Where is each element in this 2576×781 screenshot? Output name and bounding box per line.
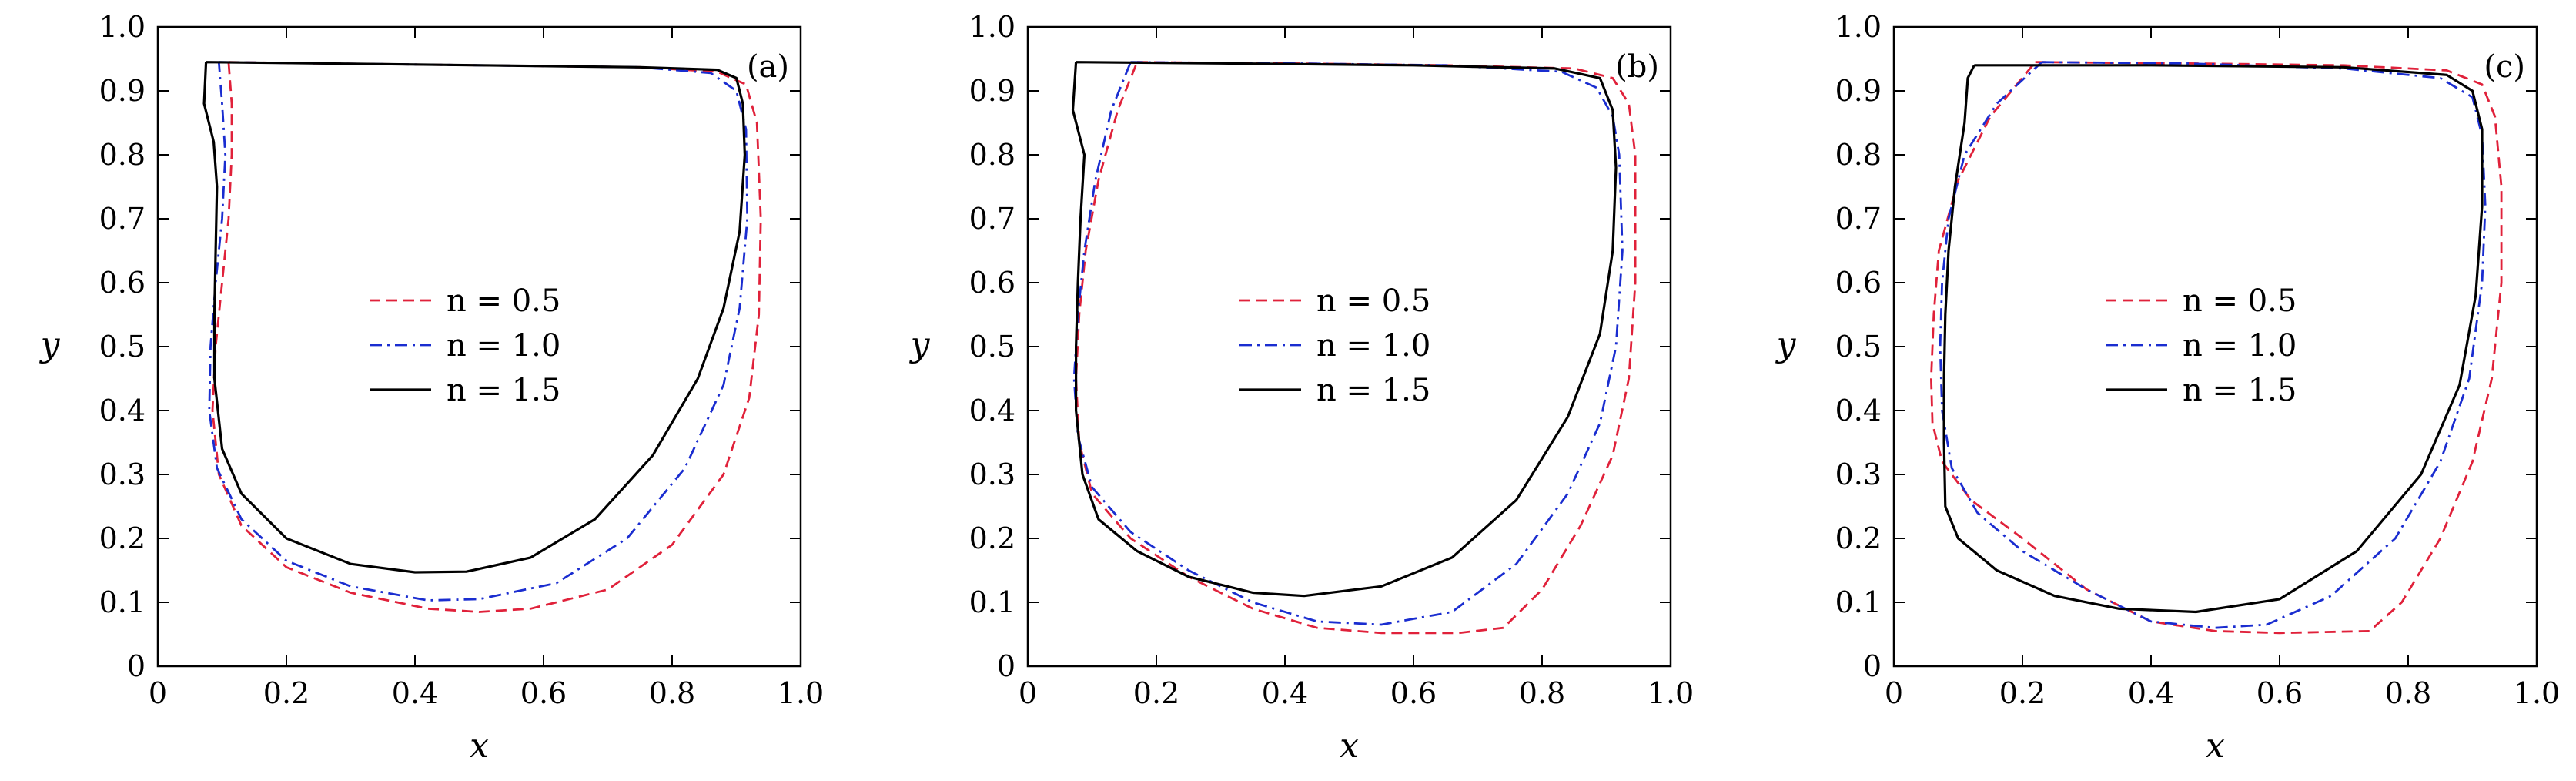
panel-label: (a)	[747, 49, 789, 85]
y-tick-label: 0.1	[99, 585, 146, 619]
y-tick-label: 0.2	[969, 521, 1015, 555]
panel-2: 0 0.2 0.4 0.6 0.8 1.0 0 0.1 0.2 0.3 0.4 0.5 0.6 0.7 0.…	[1775, 10, 2561, 766]
y-tick-label: 0	[127, 649, 146, 683]
legend-entry: n = 1.5	[2183, 373, 2297, 408]
panel-0: 0 0.2 0.4 0.6 0.8 1.0 0 0.1 0.2 0.3 0.4 0.5 0.6 0.7 0.…	[39, 10, 825, 766]
x-tick-label: 0.2	[263, 676, 309, 710]
y-tick-label: 0.8	[969, 138, 1015, 172]
y-axis-label: y	[909, 325, 931, 364]
x-tick-label: 0	[1019, 676, 1037, 710]
series-line-0	[211, 61, 762, 613]
y-tick-label: 0.9	[969, 74, 1015, 108]
series-line-2	[202, 61, 747, 574]
y-tick-label: 0.7	[99, 202, 146, 236]
x-tick-label: 0	[149, 676, 167, 710]
y-axis-label: y	[39, 325, 61, 364]
x-tick-label: 0.8	[649, 676, 695, 710]
legend-entry: n = 0.5	[1316, 283, 1430, 319]
y-tick-label: 0.1	[969, 585, 1015, 619]
y-tick-label: 0.9	[99, 74, 146, 108]
x-tick-label: 0	[1885, 676, 1903, 710]
series-line-0	[1929, 61, 2503, 635]
y-tick-label: 0.5	[99, 330, 146, 364]
series-line-1	[1939, 61, 2487, 629]
y-tick-label: 0.5	[969, 330, 1015, 364]
legend-entry: n = 0.5	[447, 283, 560, 319]
y-tick-label: 0.6	[969, 266, 1015, 300]
x-tick-label: 0.6	[2257, 676, 2303, 710]
y-tick-label: 0.4	[99, 394, 146, 427]
y-tick-label: 1.0	[969, 10, 1015, 44]
y-tick-label: 0.3	[969, 458, 1015, 491]
y-tick-label: 0.6	[99, 266, 146, 300]
legend-entry: n = 1.0	[2183, 328, 2297, 364]
y-tick-label: 0.7	[1835, 202, 1882, 236]
x-tick-label: 0.6	[1390, 676, 1437, 710]
panel-label: (c)	[2484, 49, 2525, 85]
legend-entry: n = 1.0	[1316, 328, 1430, 364]
y-tick-label: 0	[997, 649, 1015, 683]
x-tick-label: 0.6	[520, 676, 567, 710]
series-line-0	[1075, 61, 1637, 635]
x-axis-label: x	[470, 726, 489, 766]
x-tick-label: 0.2	[1999, 676, 2046, 710]
legend-entry: n = 1.5	[1316, 373, 1430, 408]
x-axis-label: x	[2206, 726, 2225, 766]
y-tick-label: 1.0	[1835, 10, 1882, 44]
y-axis-label: y	[1775, 325, 1797, 364]
x-tick-label: 1.0	[1648, 676, 1694, 710]
panel-label: (b)	[1615, 49, 1659, 85]
y-tick-label: 0.9	[1835, 74, 1882, 108]
x-tick-label: 1.0	[778, 676, 824, 710]
x-tick-label: 1.0	[2514, 676, 2560, 710]
y-tick-label: 0.3	[99, 458, 146, 491]
y-tick-label: 0.8	[99, 138, 146, 172]
y-tick-label: 0.4	[1835, 394, 1882, 427]
y-tick-label: 0.1	[1835, 585, 1882, 619]
x-tick-label: 0.4	[1262, 676, 1308, 710]
x-tick-label: 0.4	[392, 676, 438, 710]
x-axis-label: x	[1340, 726, 1359, 766]
y-tick-label: 0.3	[1835, 458, 1882, 491]
x-tick-label: 0.8	[1519, 676, 1565, 710]
series-line-2	[1942, 64, 2484, 614]
y-tick-label: 1.0	[99, 10, 146, 44]
x-tick-label: 0.4	[2128, 676, 2174, 710]
y-tick-label: 0.6	[1835, 266, 1882, 300]
y-tick-label: 0.8	[1835, 138, 1882, 172]
y-tick-label: 0.2	[99, 521, 146, 555]
y-tick-label: 0.7	[969, 202, 1015, 236]
y-tick-label: 0.4	[969, 394, 1015, 427]
legend-entry: n = 1.5	[447, 373, 560, 408]
y-tick-label: 0	[1863, 649, 1882, 683]
legend-entry: n = 1.0	[447, 328, 560, 364]
y-tick-label: 0.5	[1835, 330, 1882, 364]
series-line-2	[1071, 61, 1618, 598]
y-tick-label: 0.2	[1835, 521, 1882, 555]
panel-1: 0 0.2 0.4 0.6 0.8 1.0 0 0.1 0.2 0.3 0.4 0.5 0.6 0.7 0.…	[909, 10, 1694, 766]
series-line-1	[1072, 61, 1624, 626]
x-tick-label: 0.2	[1133, 676, 1179, 710]
x-tick-label: 0.8	[2385, 676, 2431, 710]
legend-entry: n = 0.5	[2183, 283, 2297, 319]
